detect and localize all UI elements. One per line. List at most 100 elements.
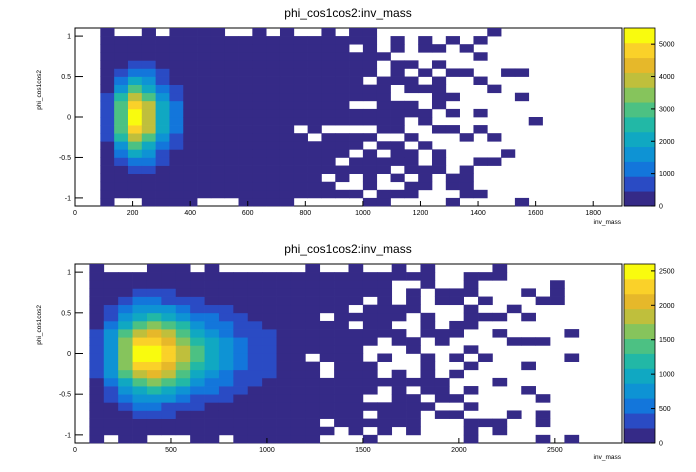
heatmap-cell bbox=[492, 377, 508, 387]
heatmap-cell bbox=[418, 68, 433, 77]
heatmap-cell bbox=[190, 402, 205, 411]
heatmap-cell bbox=[391, 386, 407, 395]
heatmap-cell bbox=[307, 68, 322, 77]
heatmap-cell bbox=[290, 394, 306, 403]
heatmap-cell bbox=[293, 44, 308, 53]
heatmap-cell bbox=[210, 108, 226, 118]
heatmap-cell bbox=[348, 394, 364, 403]
heatmap-cell bbox=[197, 141, 212, 150]
heatmap-cell bbox=[141, 133, 156, 142]
heatmap-cell bbox=[233, 329, 249, 338]
heatmap-cell bbox=[391, 369, 407, 379]
colorbar-band bbox=[624, 146, 655, 162]
heatmap-cell bbox=[279, 60, 295, 69]
heatmap-cell bbox=[418, 165, 433, 174]
heatmap-cell bbox=[146, 272, 162, 281]
heatmap-cell bbox=[293, 141, 308, 150]
heatmap-cell bbox=[279, 100, 295, 110]
heatmap-cell bbox=[155, 125, 170, 134]
heatmap-cell bbox=[279, 108, 295, 118]
heatmap-cell bbox=[118, 402, 133, 411]
heatmap-cell bbox=[161, 377, 177, 387]
heatmap-cell bbox=[146, 345, 162, 354]
heatmap-cell bbox=[391, 377, 407, 387]
heatmap-cell bbox=[293, 60, 308, 69]
heatmap-cell bbox=[233, 426, 249, 436]
heatmap-cell bbox=[434, 410, 450, 419]
heatmap-cell bbox=[420, 264, 436, 273]
heatmap-cell bbox=[349, 28, 364, 37]
heatmap-cell bbox=[307, 100, 322, 110]
heatmap-cell bbox=[183, 173, 198, 183]
heatmap-cell bbox=[362, 272, 378, 281]
heatmap-cell bbox=[321, 36, 336, 45]
heatmap-cell bbox=[349, 108, 364, 118]
heatmap-cell bbox=[266, 157, 281, 166]
heatmap-cell bbox=[362, 434, 378, 444]
heatmap-cell bbox=[127, 141, 143, 150]
heatmap-cell bbox=[204, 394, 220, 403]
heatmap-cell bbox=[390, 36, 405, 45]
heatmap-cell bbox=[279, 36, 295, 45]
heatmap-cell bbox=[155, 92, 170, 102]
heatmap-cell bbox=[141, 84, 156, 94]
heatmap-cell bbox=[335, 36, 350, 45]
heatmap-cell bbox=[100, 117, 115, 126]
x-tick-label: 0 bbox=[73, 210, 77, 217]
heatmap-cell bbox=[463, 304, 479, 314]
heatmap-cell bbox=[183, 125, 198, 134]
heatmap-cell bbox=[210, 76, 226, 85]
heatmap-cell bbox=[169, 36, 184, 45]
heatmap-cell bbox=[349, 157, 364, 166]
heatmap-cell bbox=[155, 197, 170, 207]
heatmap-cell bbox=[89, 410, 105, 419]
heatmap-cell bbox=[175, 337, 191, 346]
heatmap-cell bbox=[141, 125, 156, 134]
heatmap-cell bbox=[118, 288, 133, 297]
heatmap-cell bbox=[247, 410, 263, 419]
heatmap-cell bbox=[293, 36, 308, 45]
heatmap-cell bbox=[146, 353, 162, 362]
heatmap-cell bbox=[224, 125, 239, 134]
heatmap-cell bbox=[349, 52, 364, 61]
heatmap-cell bbox=[238, 84, 253, 94]
heatmap-cell bbox=[335, 92, 350, 102]
heatmap-cell bbox=[210, 189, 226, 199]
heatmap-cell bbox=[262, 296, 277, 306]
heatmap-cell bbox=[293, 92, 308, 102]
heatmap-cell bbox=[420, 329, 436, 338]
heatmap-cell bbox=[290, 320, 306, 330]
heatmap-cell bbox=[169, 44, 184, 53]
heatmap-cell bbox=[175, 353, 191, 362]
heatmap-cell bbox=[420, 402, 436, 411]
heatmap-cell bbox=[362, 117, 378, 126]
heatmap-cell bbox=[146, 329, 162, 338]
heatmap-cell bbox=[319, 296, 335, 306]
heatmap-cell bbox=[390, 108, 405, 118]
heatmap-cell bbox=[190, 369, 205, 379]
heatmap-cell bbox=[247, 369, 263, 379]
heatmap-cell bbox=[521, 386, 536, 395]
heatmap-cell bbox=[377, 312, 393, 322]
heatmap-cell bbox=[146, 280, 162, 289]
heatmap-cell bbox=[224, 173, 239, 183]
heatmap-cell bbox=[141, 117, 156, 126]
heatmap-cell bbox=[420, 377, 436, 387]
heatmap-cell bbox=[169, 165, 184, 174]
heatmap-cell bbox=[169, 108, 184, 118]
heatmap-cell bbox=[348, 312, 364, 322]
heatmap-cell bbox=[118, 272, 133, 281]
heatmap-cell bbox=[463, 402, 479, 411]
heatmap-cell bbox=[224, 141, 239, 150]
heatmap-cell bbox=[266, 52, 281, 61]
heatmap-cell bbox=[391, 329, 407, 338]
heatmap-cell bbox=[146, 386, 162, 395]
heatmap-cell bbox=[141, 181, 156, 191]
heatmap-cell bbox=[463, 312, 479, 322]
heatmap-cell bbox=[420, 312, 436, 322]
heatmap-cell bbox=[307, 173, 322, 183]
heatmap-cell bbox=[463, 361, 479, 371]
heatmap-cell bbox=[161, 304, 177, 314]
colorbar-tick-label: 500 bbox=[659, 406, 671, 413]
heatmap-cell bbox=[262, 369, 277, 379]
